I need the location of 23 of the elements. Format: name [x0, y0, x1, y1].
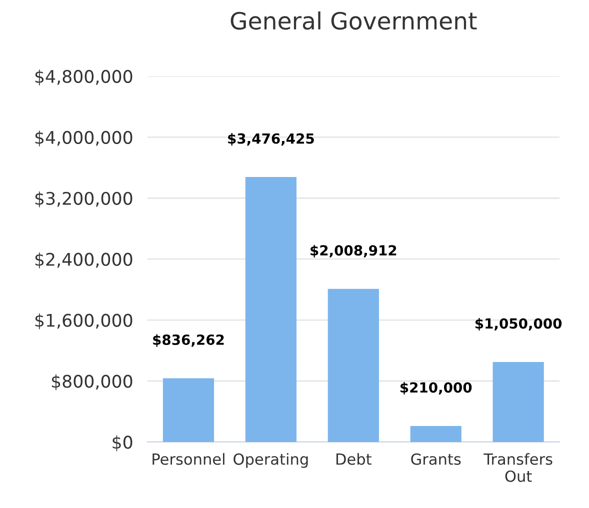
bar — [410, 426, 462, 442]
y-tick-label: $0 — [112, 435, 132, 452]
y-tick-label: $1,600,000 — [35, 313, 132, 330]
x-tick-label: Operating — [234, 453, 308, 468]
data-label: $2,008,912 — [310, 244, 396, 258]
data-label: $210,000 — [400, 382, 472, 395]
x-tick-label: Debt — [336, 453, 372, 465]
y-tick-label: $4,800,000 — [35, 70, 132, 86]
chart-title: General Government — [230, 11, 477, 30]
bar — [162, 378, 214, 442]
y-tick-label: $2,400,000 — [35, 252, 132, 268]
x-tick-label: Personnel — [152, 453, 224, 465]
x-tick-label: Transfers Out — [484, 453, 552, 482]
x-tick-label: Grants — [411, 453, 461, 465]
data-label: $3,476,425 — [228, 133, 314, 146]
bar — [492, 362, 544, 442]
data-label: $836,262 — [153, 334, 224, 347]
y-tick-label: $800,000 — [52, 374, 132, 390]
bar — [328, 288, 379, 442]
y-tick-label: $3,200,000 — [35, 192, 132, 208]
bar — [245, 177, 297, 442]
data-label: $1,050,000 — [475, 318, 562, 331]
y-tick-label: $4,000,000 — [35, 130, 132, 146]
